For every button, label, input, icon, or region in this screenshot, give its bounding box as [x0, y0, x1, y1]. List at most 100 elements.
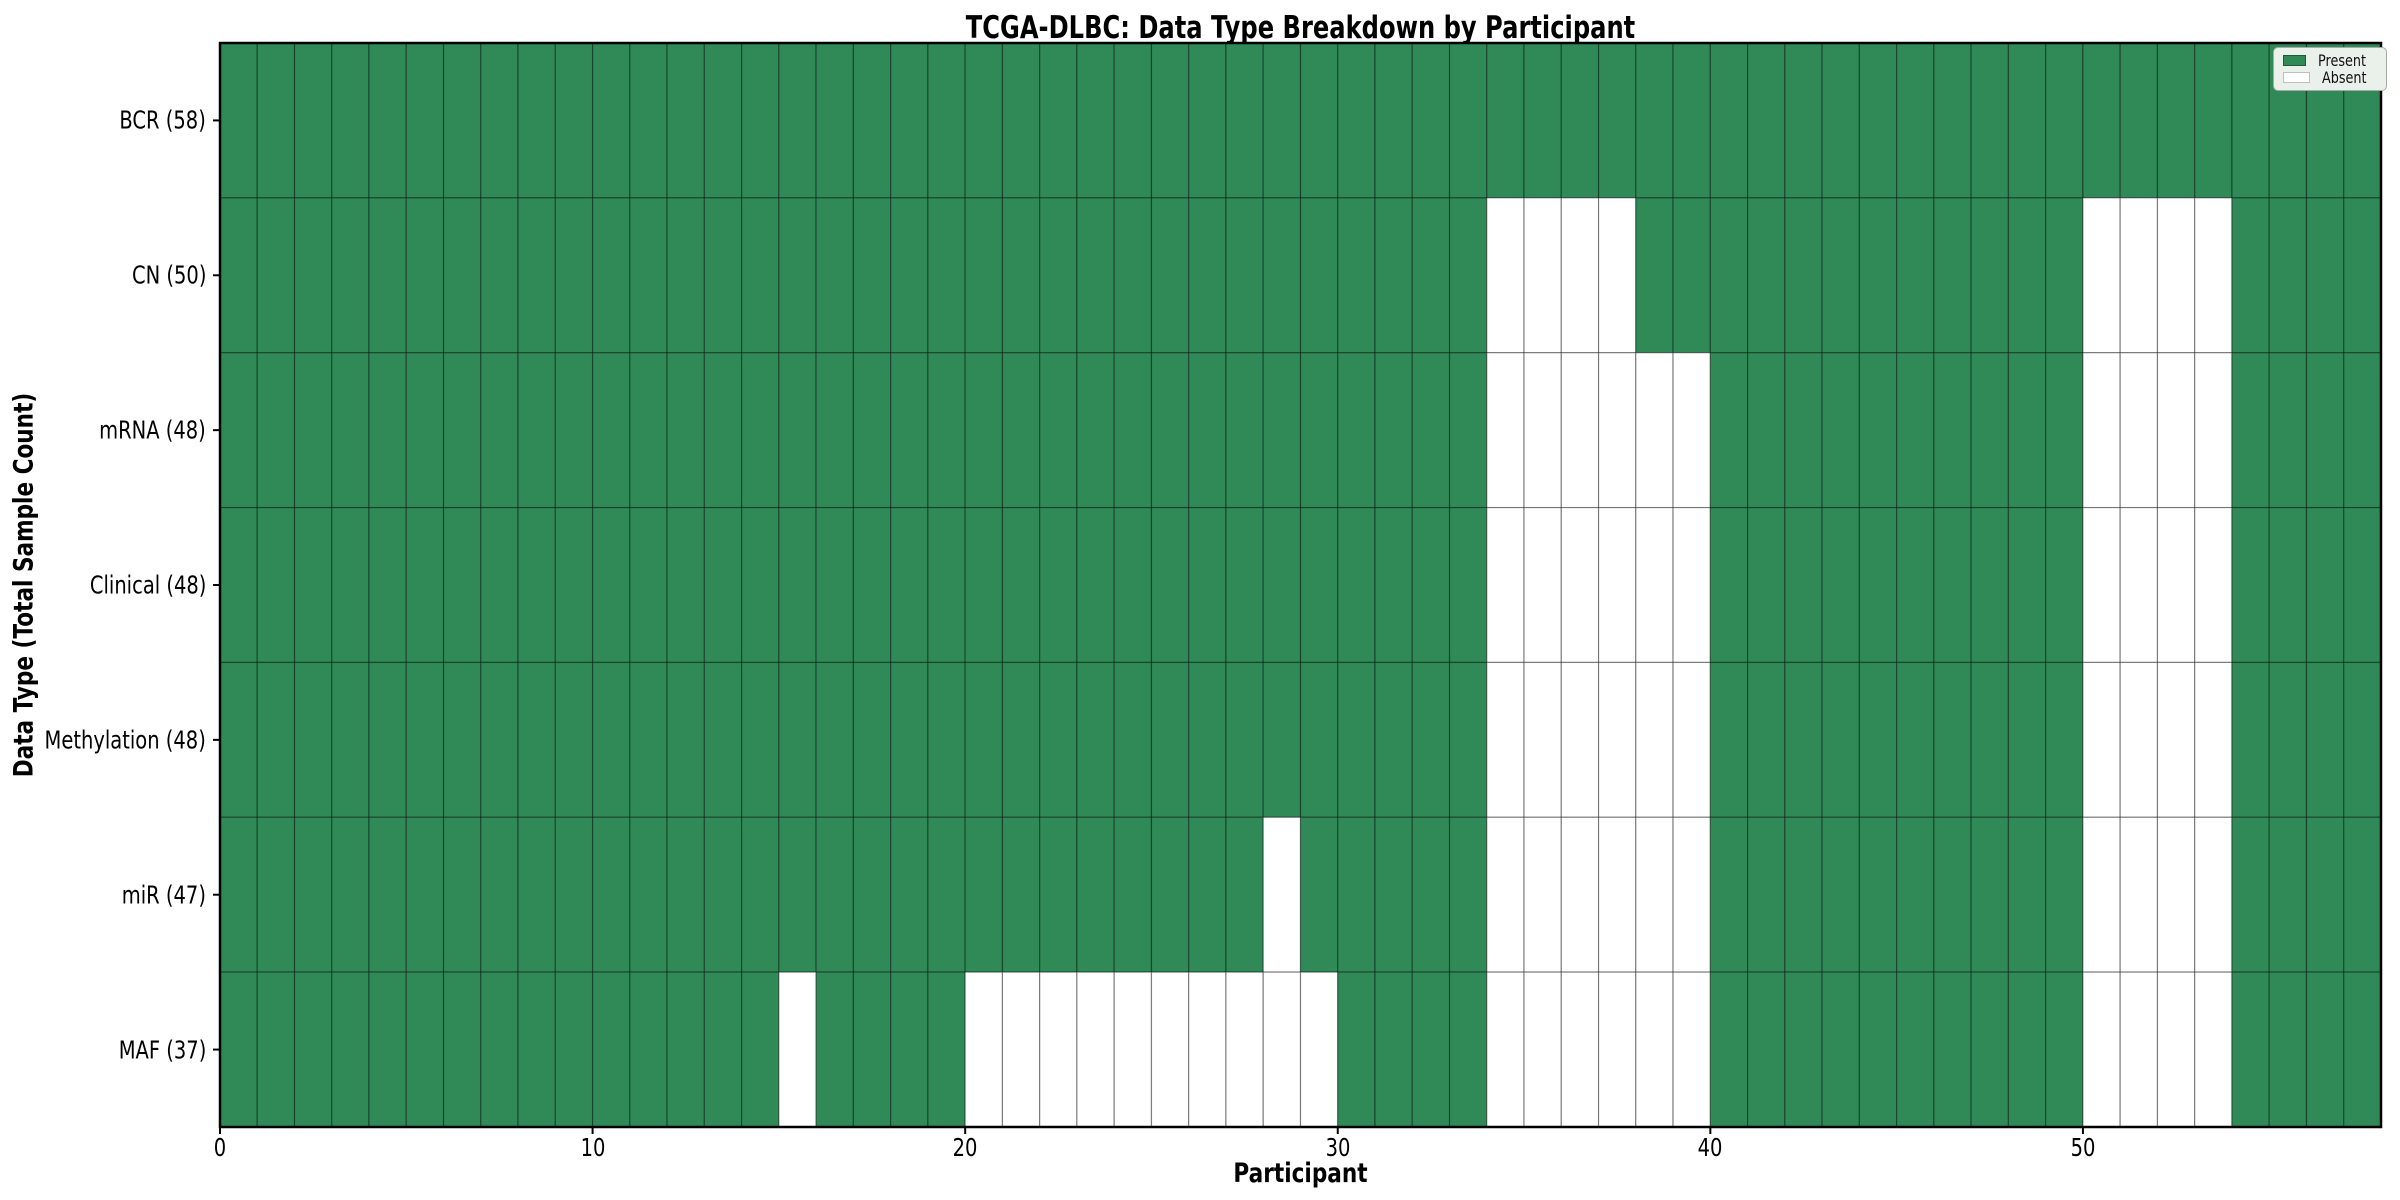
- heatmap-cell: [852, 971, 892, 1128]
- heatmap-cell: [778, 352, 817, 509]
- heatmap-cell: [1448, 816, 1488, 973]
- heatmap-cell: [2119, 971, 2159, 1128]
- heatmap-cell: [219, 816, 258, 973]
- heatmap-cell: [1970, 971, 2010, 1128]
- legend-label-absent: Absent: [2322, 68, 2367, 87]
- heatmap-cell: [1597, 506, 1637, 664]
- heatmap-cell: [2045, 661, 2084, 818]
- heatmap-cell: [1709, 42, 1749, 199]
- heatmap-cell: [852, 816, 892, 973]
- heatmap-cell: [1672, 506, 1711, 664]
- heatmap-cell: [405, 42, 445, 199]
- heatmap-cell: [778, 816, 817, 973]
- heatmap-cell: [1374, 971, 1413, 1128]
- heatmap-cell: [368, 42, 407, 199]
- heatmap-cell: [1299, 197, 1339, 354]
- heatmap-cell: [1448, 506, 1488, 664]
- heatmap-cell: [1337, 816, 1376, 973]
- heatmap-cell: [1076, 661, 1115, 818]
- heatmap-cell: [1635, 197, 1674, 354]
- heatmap-cell: [331, 661, 370, 818]
- heatmap-cell: [1970, 42, 2010, 199]
- heatmap-cell: [591, 971, 631, 1128]
- heatmap-cell: [1374, 197, 1413, 354]
- heatmap-cell: [1486, 971, 1525, 1128]
- heatmap-cell: [1039, 352, 1078, 509]
- heatmap-cell: [1337, 506, 1376, 664]
- heatmap-cell: [1933, 971, 1972, 1128]
- heatmap-cell: [1747, 661, 1786, 818]
- heatmap-cell: [1747, 197, 1786, 354]
- heatmap-cell: [219, 197, 258, 354]
- heatmap-cell: [1188, 197, 1227, 354]
- heatmap-cell: [2343, 971, 2382, 1128]
- heatmap-cell: [256, 352, 296, 509]
- heatmap-cell: [442, 816, 482, 973]
- heatmap-cell: [1188, 506, 1227, 664]
- heatmap-cell: [256, 816, 296, 973]
- heatmap-cell: [591, 197, 631, 354]
- heatmap-cell: [1411, 816, 1451, 973]
- heatmap-cell: [629, 816, 668, 973]
- heatmap-cell: [1411, 197, 1451, 354]
- heatmap-cell: [219, 352, 258, 509]
- heatmap-cell: [1635, 661, 1674, 818]
- heatmap-cell: [2007, 506, 2047, 664]
- heatmap-cell: [1113, 352, 1153, 509]
- heatmap-cell: [517, 352, 556, 509]
- heatmap-cell: [405, 506, 445, 664]
- heatmap-cell: [1039, 197, 1078, 354]
- heatmap-cell: [1560, 816, 1600, 973]
- heatmap-cell: [1486, 352, 1525, 509]
- heatmap-cell: [293, 352, 333, 509]
- heatmap-cell: [1150, 816, 1190, 973]
- heatmap-cell: [1150, 42, 1190, 199]
- heatmap-cell: [1150, 661, 1190, 818]
- heatmap-cell: [1486, 661, 1525, 818]
- heatmap-cell: [2007, 816, 2047, 973]
- heatmap-cell: [1337, 661, 1376, 818]
- heatmap-cell: [1821, 42, 1860, 199]
- heatmap-cell: [1299, 816, 1339, 973]
- heatmap-cell: [442, 197, 482, 354]
- chart-title: TCGA-DLBC: Data Type Breakdown by Partic…: [965, 10, 1636, 46]
- heatmap-cell: [1001, 971, 1041, 1128]
- heatmap-cell: [629, 661, 668, 818]
- heatmap-cell: [1225, 197, 1264, 354]
- heatmap-cell: [1448, 971, 1488, 1128]
- heatmap-cell: [405, 352, 445, 509]
- heatmap-cell: [517, 971, 556, 1128]
- heatmap-cell: [927, 506, 966, 664]
- heatmap-cell: [964, 816, 1004, 973]
- heatmap-cell: [554, 506, 594, 664]
- heatmap-cell: [1374, 42, 1413, 199]
- heatmap-cell: [1672, 816, 1711, 973]
- heatmap-cell: [1560, 352, 1600, 509]
- heatmap-cell: [331, 42, 370, 199]
- heatmap-cell: [852, 352, 892, 509]
- heatmap-cell: [2082, 661, 2121, 818]
- heatmap-cell: [2007, 197, 2047, 354]
- heatmap-cell: [2119, 197, 2159, 354]
- heatmap-cell: [1858, 42, 1898, 199]
- heatmap-cell: [368, 197, 407, 354]
- heatmap-cell: [1821, 971, 1860, 1128]
- heatmap-cell: [331, 971, 370, 1128]
- heatmap-cell: [368, 661, 407, 818]
- heatmap-cell: [405, 661, 445, 818]
- heatmap-cell: [1076, 42, 1115, 199]
- heatmap-cell: [2231, 42, 2270, 199]
- heatmap-cell: [1113, 816, 1153, 973]
- heatmap-cell: [1076, 197, 1115, 354]
- heatmap-cell: [1747, 42, 1786, 199]
- heatmap-cell: [1076, 971, 1115, 1128]
- heatmap-cell: [2045, 971, 2084, 1128]
- heatmap-cell: [1896, 816, 1935, 973]
- heatmap-cell: [2268, 661, 2308, 818]
- heatmap-cell: [1337, 197, 1376, 354]
- heatmap-cell: [1597, 352, 1637, 509]
- heatmap-cell: [1858, 816, 1898, 973]
- heatmap-cell: [1188, 42, 1227, 199]
- heatmap-cell: [703, 816, 743, 973]
